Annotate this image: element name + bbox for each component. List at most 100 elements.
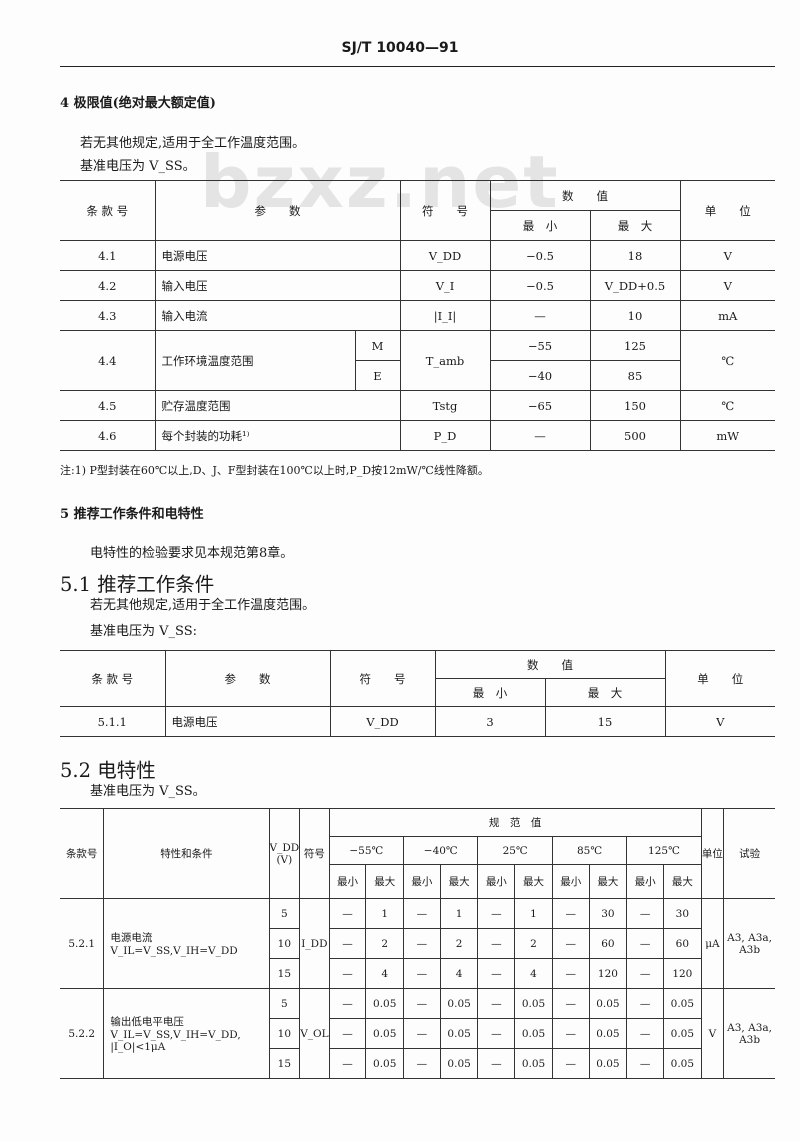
cell-clause: 4.5 [60, 390, 156, 421]
s5-line4: 基准电压为 V_SS。 [90, 784, 206, 799]
cell-max: V_DD+0.5 [589, 270, 681, 301]
cell-unit: ℃ [679, 330, 775, 391]
cell-min: −40 [489, 360, 591, 391]
s5-line2: 若无其他规定,适用于全工作温度范围。 [90, 598, 316, 613]
table-row: 10—0.05—0.05—0.05—0.05—0.05 [60, 1018, 775, 1049]
cell-min: — [489, 300, 591, 331]
header-rule [60, 66, 775, 67]
th-unit: 单 位 [664, 650, 775, 707]
th-clause: 条 款 号 [60, 650, 166, 707]
table-row: 4.3 输入电流 |I_I| —10 mA [60, 300, 775, 331]
cell-param: 电源电压 [164, 706, 331, 737]
th-param: 参 数 [154, 180, 401, 241]
cell-value: — [328, 1048, 367, 1079]
th-value: 数 值 [489, 180, 681, 211]
cell-symbol: Tstg [399, 390, 491, 421]
cell-value: — [403, 928, 441, 959]
th-min: 最小 [551, 864, 590, 899]
th-max: 最大 [365, 864, 405, 899]
cell-clause: 5.2.2 [60, 988, 105, 1079]
cell-clause: 5.2.1 [60, 898, 105, 989]
cell-min: −65 [489, 390, 591, 421]
cell-value: — [477, 928, 516, 959]
cell-vdd: 10 [269, 1018, 301, 1049]
cell-value: 1 [514, 898, 553, 929]
cell-value: — [403, 1018, 441, 1049]
table-row: 10—2—2—2—60—60 [60, 928, 775, 959]
cell-value: — [403, 988, 441, 1019]
cell-symbol: V_DD [329, 706, 436, 737]
cell-value: — [328, 1018, 367, 1049]
cell-max: 18 [589, 240, 681, 271]
th-min: 最 小 [490, 210, 591, 241]
table-row: −55℃ −40℃ 25℃ 85℃ 125℃ [60, 836, 775, 865]
th-max: 最大 [663, 864, 702, 899]
cell-grade: E [355, 360, 401, 391]
standard-code: SJ/T 10040—91 [341, 40, 459, 56]
section-5-1-title: 5.1 推荐工作条件 [60, 573, 215, 596]
cell-clause: 4.1 [60, 240, 156, 271]
cell-value: 120 [663, 958, 702, 989]
cell-vdd: 10 [269, 928, 301, 959]
cell-value: — [328, 928, 367, 959]
table-row: 5.2.1 电源电流 V_IL=V_SS,V_IH=V_DD 5 I_DD —1—1—1—… [60, 898, 775, 989]
cell-value: — [626, 1018, 665, 1049]
cell-clause: 4.4 [60, 330, 156, 391]
table-row: 条款号 特性和条件 V_DD (V) 符号规 范 值单位 试验 [60, 808, 775, 899]
section-5-title: 5 推荐工作条件和电特性 [60, 507, 204, 522]
cell-min: — [489, 420, 591, 451]
cell-symbol: V_OL [299, 988, 330, 1079]
cell-symbol: T_amb [399, 330, 491, 391]
th-min: 最 小 [435, 678, 546, 707]
th-temp: −55℃ [329, 836, 405, 865]
cell-unit: mA [679, 300, 775, 331]
cell-value: — [626, 1048, 665, 1079]
cell-unit: V [700, 988, 725, 1079]
th-max: 最大 [514, 864, 553, 899]
cell-max: 15 [544, 706, 666, 737]
cell-value: — [626, 988, 665, 1019]
cell-unit: V [664, 706, 775, 737]
cell-char: 输出低电平电压 V_IL=V_SS,V_IH=V_DD, |I_O|<1μA [103, 988, 270, 1079]
cell-clause: 4.6 [60, 420, 156, 451]
th-min: 最小 [626, 864, 665, 899]
cell-value: — [403, 898, 441, 929]
cell-param: 每个封装的功耗¹⁾ [154, 420, 401, 451]
cell-value: — [551, 958, 590, 989]
cell-value: 0.05 [663, 1018, 702, 1049]
cell-min: 3 [434, 706, 546, 737]
cell-test: A3, A3a, A3b [723, 898, 775, 989]
cell-param: 贮存温度范围 [154, 390, 401, 421]
cell-vdd: 15 [269, 958, 301, 989]
th-min: 最小 [329, 864, 367, 899]
cell-max: 10 [589, 300, 681, 331]
cell-value: 0.05 [588, 1048, 628, 1079]
table-row: 5.1.1 电源电压 V_DD 3 15 V [60, 706, 775, 737]
cell-clause: 4.3 [60, 300, 156, 331]
t1-note: 注:1) P型封装在60℃以上,D、J、F型封装在100℃以上时,P_D按12m… [60, 464, 489, 477]
cell-test: A3, A3a, A3b [723, 988, 775, 1079]
cell-value: — [551, 898, 590, 929]
cell-value: 4 [439, 958, 479, 989]
cell-value: 60 [588, 928, 628, 959]
cell-value: 4 [514, 958, 553, 989]
s5-line1: 电特性的检验要求见本规范第8章。 [90, 546, 294, 561]
cell-vdd: 5 [268, 988, 301, 1019]
th-unit: 单 位 [679, 180, 775, 241]
th-symbol: 符 号 [329, 650, 436, 707]
cell-min: −0.5 [489, 240, 591, 271]
electrical-characteristics-table: 条款号 特性和条件 V_DD (V) 符号规 范 值单位 试验 −55℃ −40℃ 25℃ 85… [60, 808, 775, 1079]
cell-param: 电源电压 [154, 240, 401, 271]
table-row: 15—4—4—4—120—120 [60, 958, 775, 989]
cell-unit: ℃ [679, 390, 775, 421]
th-temp: −40℃ [403, 836, 479, 865]
cell-value: 0.05 [439, 988, 479, 1019]
cell-unit: V [679, 270, 775, 301]
cell-param: 输入电压 [154, 270, 401, 301]
cell-value: — [403, 1048, 441, 1079]
cell-value: — [477, 988, 516, 1019]
th-clause: 条款号 [60, 808, 105, 899]
recommended-conditions-table: 条 款 号参 数符 号数 值单 位 最 小最 大 5.1.1 电源电压 V_DD 3 1… [60, 650, 775, 737]
cell-value: 30 [588, 898, 628, 929]
